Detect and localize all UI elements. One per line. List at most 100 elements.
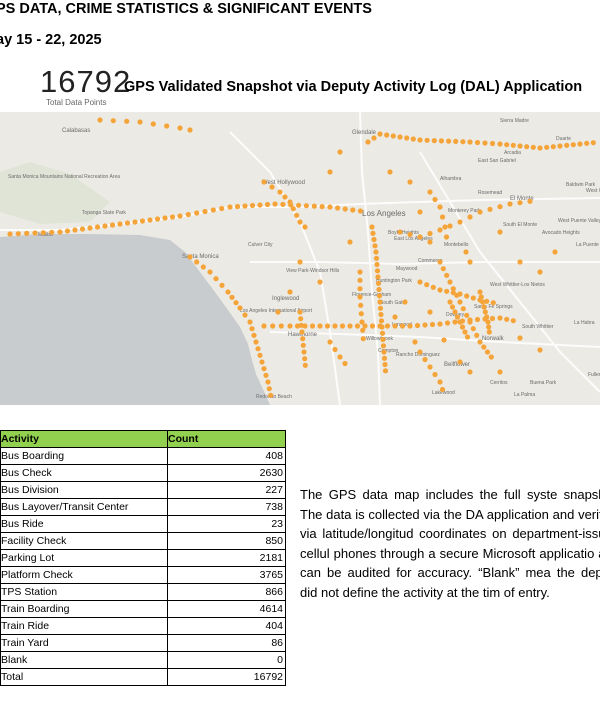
gps-point xyxy=(564,142,570,148)
gps-point xyxy=(7,231,13,237)
column-header-count: Count xyxy=(167,430,286,448)
activity-cell: Bus Ride xyxy=(0,515,168,533)
gps-point xyxy=(377,131,383,137)
gps-point xyxy=(275,309,281,315)
gps-point xyxy=(298,322,304,328)
gps-point xyxy=(442,224,448,230)
gps-point xyxy=(117,221,123,227)
gps-map[interactable]: Calabasas Santa Monica Mountains National… xyxy=(0,112,600,405)
gps-point xyxy=(477,339,483,345)
gps-point xyxy=(194,210,200,216)
gps-point xyxy=(444,288,450,294)
gps-point xyxy=(277,189,283,195)
gps-point xyxy=(210,207,216,213)
gps-point xyxy=(427,230,433,237)
place-label: Bellflower xyxy=(444,362,470,368)
place-label: West Covina xyxy=(586,188,600,194)
count-cell: 227 xyxy=(167,481,286,499)
gps-point xyxy=(477,289,483,295)
place-label: East San Gabriel xyxy=(478,158,516,164)
ocean xyxy=(0,234,270,405)
place-label: Fullerton xyxy=(588,372,600,378)
gps-point xyxy=(497,315,503,321)
gps-point xyxy=(457,291,463,297)
activity-cell: Train Yard xyxy=(0,634,168,652)
gps-point xyxy=(464,293,470,299)
gps-point xyxy=(382,361,388,368)
gps-point xyxy=(378,318,385,324)
gps-point xyxy=(447,279,453,285)
gps-point xyxy=(392,323,398,329)
gps-point xyxy=(266,386,272,392)
gps-point xyxy=(261,179,267,185)
gps-point xyxy=(369,323,376,329)
total-data-points-label: Total Data Points xyxy=(46,98,107,107)
gps-point xyxy=(407,231,413,238)
gps-point xyxy=(327,339,333,345)
gps-point xyxy=(489,315,496,322)
gps-point xyxy=(374,261,380,268)
gps-point xyxy=(257,352,263,358)
gps-point xyxy=(280,201,286,207)
table-row: Train Yard 86 xyxy=(0,634,286,652)
gps-point xyxy=(457,359,463,365)
gps-point xyxy=(584,140,590,146)
gps-point xyxy=(482,140,488,146)
gps-point xyxy=(317,323,323,329)
gps-point xyxy=(467,214,473,220)
gps-point xyxy=(460,306,466,312)
gps-point xyxy=(552,249,558,255)
gps-point xyxy=(504,142,510,148)
place-label: Rancho Dominguez xyxy=(396,352,440,358)
gps-point xyxy=(537,347,543,353)
gps-point xyxy=(365,139,371,145)
gps-point xyxy=(332,323,338,329)
place-label: Santa Fe Springs xyxy=(474,304,513,310)
activity-cell: Bus Check xyxy=(0,464,168,482)
gps-point xyxy=(233,300,239,306)
activity-cell: Parking Lot xyxy=(0,549,168,567)
gps-point xyxy=(290,206,296,212)
gps-point xyxy=(517,200,523,206)
gps-point xyxy=(371,236,377,243)
gps-point xyxy=(213,276,219,282)
place-label: South El Monte xyxy=(503,222,537,228)
gps-point xyxy=(360,336,366,342)
place-label: Glendale xyxy=(352,130,377,136)
activity-cell: Bus Layover/Transit Center xyxy=(0,498,168,516)
gps-point xyxy=(482,309,488,315)
gps-point xyxy=(417,137,423,143)
gps-point xyxy=(590,140,596,146)
gps-point xyxy=(489,140,496,147)
gps-point xyxy=(464,312,470,318)
gps-point xyxy=(402,299,408,305)
gps-point xyxy=(427,239,433,245)
gps-point xyxy=(453,138,459,144)
gps-point xyxy=(452,319,458,325)
gps-point xyxy=(347,323,353,329)
gps-point xyxy=(460,139,466,145)
gps-point xyxy=(378,311,384,318)
gps-point xyxy=(300,336,306,342)
table-row: Train Boarding 4614 xyxy=(0,600,286,618)
gps-point xyxy=(467,317,473,323)
gps-point xyxy=(517,143,523,149)
table-row: Bus Division 227 xyxy=(0,481,286,499)
gps-point xyxy=(278,323,284,329)
gps-point xyxy=(380,336,386,343)
gps-point xyxy=(449,304,456,310)
gps-point xyxy=(397,229,403,235)
place-label: Florence-Graham xyxy=(352,292,391,298)
count-cell: 738 xyxy=(167,498,286,516)
gps-point xyxy=(297,309,303,315)
gps-point xyxy=(439,214,446,220)
gps-point xyxy=(437,259,443,265)
table-row: Total 16792 xyxy=(0,668,286,686)
place-label: Norwalk xyxy=(482,336,505,342)
gps-point xyxy=(470,295,476,301)
gps-point xyxy=(550,144,556,150)
column-header-activity: Activity xyxy=(0,430,168,448)
gps-point xyxy=(464,334,471,340)
table-row: Platform Check 3765 xyxy=(0,566,286,584)
activity-cell: Bus Boarding xyxy=(0,447,168,465)
